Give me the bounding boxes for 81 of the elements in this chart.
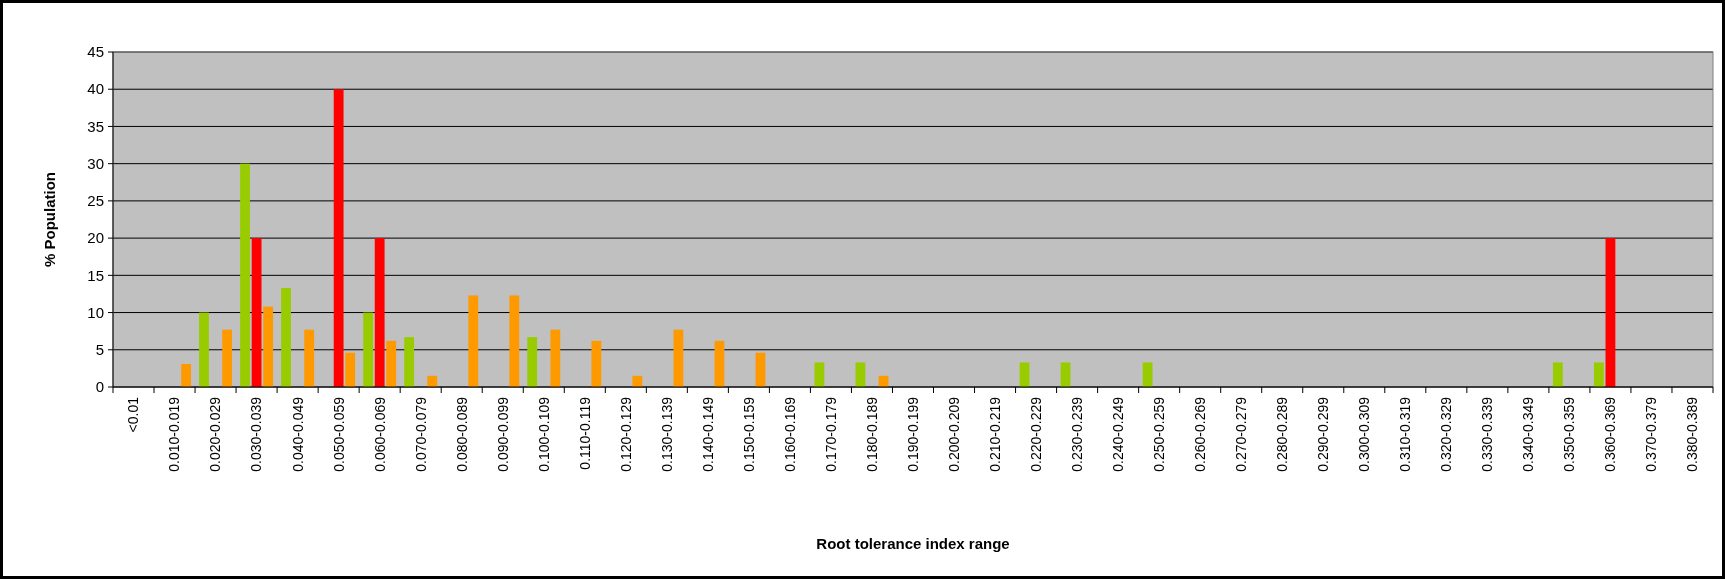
y-tick-label: 30 <box>87 154 104 172</box>
bar <box>632 375 643 387</box>
x-tick-label: 0.230-0.239 <box>1069 396 1085 472</box>
y-axis-title: % Population <box>41 172 58 267</box>
bar <box>1060 362 1071 387</box>
bar <box>527 337 538 387</box>
bar <box>814 362 825 387</box>
x-tick-label: 0.120-0.129 <box>617 396 634 472</box>
bar <box>240 163 250 387</box>
x-tick-label: 0.190-0.199 <box>904 396 921 472</box>
x-tick-label: 0.360-0.369 <box>1602 396 1619 472</box>
x-tick-label: 0.130-0.139 <box>658 396 675 472</box>
bar <box>304 329 315 387</box>
x-tick-label: 0.270-0.279 <box>1233 396 1250 472</box>
bar <box>427 375 438 387</box>
bar <box>333 89 344 387</box>
x-tick-label: 0.280-0.289 <box>1274 396 1291 472</box>
y-tick-label: 5 <box>95 341 104 359</box>
bar <box>1019 362 1030 387</box>
x-tick-label: <0.01 <box>125 396 142 433</box>
bar <box>374 238 385 387</box>
x-tick-label: 0.100-0.109 <box>535 396 552 472</box>
bar <box>363 312 374 387</box>
x-tick-label: 0.310-0.319 <box>1397 396 1414 472</box>
bar <box>281 287 291 387</box>
x-tick-label: 0.330-0.339 <box>1479 396 1496 472</box>
x-tick-label: 0.200-0.209 <box>945 396 962 472</box>
y-tick-label: 45 <box>87 43 104 61</box>
x-tick-label: 0.210-0.219 <box>986 396 1003 472</box>
x-tick-label: 0.260-0.269 <box>1192 396 1209 472</box>
x-tick-label: 0.010-0.019 <box>166 396 183 472</box>
x-tick-label: 0.090-0.099 <box>494 396 511 472</box>
bar <box>222 329 233 387</box>
bar <box>181 363 192 387</box>
x-tick-label: 0.060-0.069 <box>371 396 388 472</box>
x-tick-label: 0.080-0.089 <box>453 396 470 472</box>
bar <box>468 295 479 387</box>
x-tick-label: 0.380-0.389 <box>1684 396 1701 472</box>
x-tick-label: 0.050-0.059 <box>330 396 347 472</box>
bar <box>509 295 520 387</box>
bar <box>345 352 356 387</box>
y-tick-label: 15 <box>87 266 104 284</box>
bar <box>199 312 209 387</box>
x-tick-label: 0.180-0.189 <box>863 396 880 472</box>
bar <box>591 340 602 387</box>
bar <box>1593 362 1604 387</box>
bar <box>1605 238 1616 387</box>
bar <box>1552 362 1563 387</box>
x-tick-label: 0.350-0.359 <box>1561 396 1578 472</box>
y-tick-label: 20 <box>87 229 104 247</box>
x-tick-label: 0.070-0.079 <box>412 396 429 472</box>
x-tick-label: 0.370-0.379 <box>1643 396 1660 472</box>
bar <box>404 337 415 387</box>
x-tick-label: 0.170-0.179 <box>822 396 839 472</box>
y-tick-label: 25 <box>87 192 104 210</box>
x-axis-title: Root tolerance index range <box>816 535 1010 552</box>
bar <box>386 340 397 387</box>
x-tick-label: 0.240-0.249 <box>1110 396 1127 472</box>
x-tick-label: 0.290-0.299 <box>1315 396 1332 472</box>
bar <box>251 238 262 387</box>
y-tick-label: 10 <box>87 303 104 321</box>
x-tick-label: 0.250-0.259 <box>1151 396 1168 472</box>
x-tick-label: 0.030-0.039 <box>248 396 265 472</box>
y-tick-label: 35 <box>87 117 104 135</box>
bar <box>1142 362 1153 387</box>
x-tick-label: 0.160-0.169 <box>781 396 798 472</box>
x-tick-label: 0.320-0.329 <box>1438 396 1455 472</box>
x-tick-label: 0.340-0.349 <box>1520 396 1537 472</box>
bar <box>263 306 274 387</box>
bar <box>855 362 866 387</box>
x-tick-label: 0.020-0.029 <box>207 396 224 472</box>
x-tick-label: 0.140-0.149 <box>699 396 716 472</box>
x-tick-label: 0.300-0.309 <box>1356 396 1373 472</box>
y-tick-label: 0 <box>95 378 104 396</box>
y-tick-label: 40 <box>87 80 104 98</box>
x-tick-label: 0.150-0.159 <box>740 396 757 472</box>
x-tick-label: 0.110-0.119 <box>576 396 593 470</box>
bar <box>550 329 561 387</box>
bar <box>673 329 684 387</box>
x-tick-label: 0.040-0.049 <box>289 396 306 472</box>
x-tick-label: 0.220-0.229 <box>1027 396 1044 472</box>
